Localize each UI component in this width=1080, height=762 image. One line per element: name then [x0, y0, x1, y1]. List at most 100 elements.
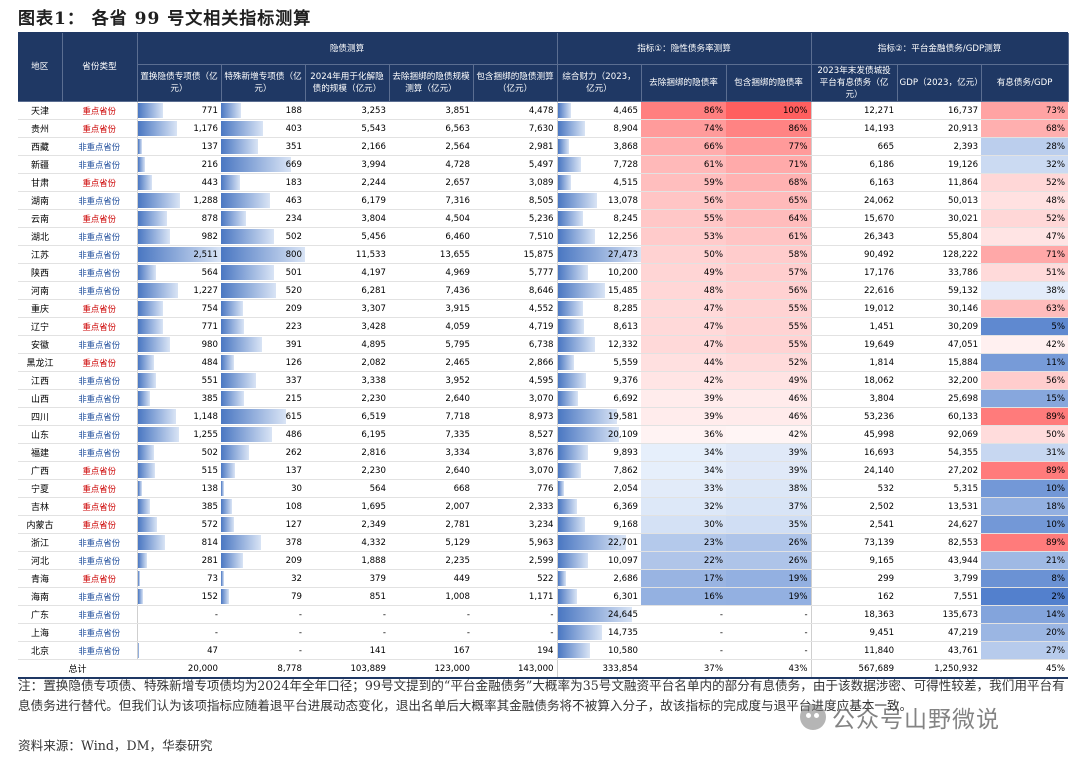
cell-text: 6,301: [613, 591, 639, 602]
cell-text: 38%: [1045, 285, 1066, 296]
value-cell: 15,485: [557, 281, 642, 300]
cell-text: 385: [201, 501, 218, 512]
value-cell: 8,613: [557, 317, 642, 336]
data-bar: [137, 463, 155, 478]
value-cell: 47: [137, 641, 221, 660]
value-cell: 32%: [641, 497, 727, 516]
value-cell: 216: [137, 155, 221, 174]
cell-text: 福建: [30, 449, 49, 459]
cell-text: 502: [201, 447, 218, 458]
value-cell: 2,007: [389, 497, 473, 516]
value-cell: 4,719: [473, 317, 558, 336]
value-cell: -: [389, 605, 473, 624]
region-cell: 新疆: [18, 155, 62, 174]
province-type-cell: 非重点省份: [62, 389, 138, 408]
cell-text: 4,197: [361, 267, 386, 278]
cell-text: 非重点省份: [78, 447, 121, 458]
cell-text: 非重点省份: [78, 411, 121, 422]
cell-text: 47,219: [947, 627, 979, 638]
cell-text: 90,492: [863, 249, 895, 260]
region-cell: 安徽: [18, 335, 62, 354]
value-cell: 30%: [641, 515, 727, 534]
cell-text: 337: [285, 375, 302, 386]
cell-text: 5,236: [528, 213, 554, 224]
cell-text: 183: [285, 177, 302, 188]
cell-text: 5%: [1051, 321, 1066, 332]
value-cell: 11%: [981, 353, 1069, 372]
table-row: 新疆 非重点省份 216 669 3,994 4,728 5,497 7,728 61% 71% 6…: [18, 155, 1069, 174]
cell-text: 2,781: [445, 519, 470, 530]
value-cell: 167: [389, 641, 473, 660]
value-cell: 35%: [726, 515, 812, 534]
cell-text: 甘肃: [30, 179, 49, 189]
value-cell: 77%: [726, 137, 812, 156]
data-bar: [221, 139, 258, 154]
data-bar: [557, 157, 581, 172]
province-type-cell: 非重点省份: [62, 425, 138, 444]
value-cell: 5,559: [557, 353, 642, 372]
data-bar: [557, 103, 572, 118]
value-cell: 2,686: [557, 569, 642, 588]
data-bar: [221, 355, 235, 370]
value-cell: 6,301: [557, 587, 642, 606]
region-cell: 湖南: [18, 191, 62, 210]
table-row: 甘肃 重点省份 443 183 2,244 2,657 3,089 4,515 59% 68% 6,…: [18, 173, 1069, 192]
province-type-cell: 非重点省份: [62, 227, 138, 246]
cell-text: 234: [285, 213, 302, 224]
value-cell: 22%: [641, 551, 727, 570]
cell-text: 46%: [788, 393, 808, 404]
value-cell: 19,581: [557, 407, 642, 426]
data-bar: [137, 139, 143, 154]
cell-text: 陕西: [30, 269, 49, 279]
cell-text: 501: [285, 267, 302, 278]
value-cell: 20,913: [897, 119, 982, 138]
data-bar: [557, 589, 577, 604]
cell-text: 53,236: [863, 411, 895, 422]
cell-text: 6,692: [613, 393, 639, 404]
cell-text: 3,952: [445, 375, 470, 386]
table-row: 四川 非重点省份 1,148 615 6,519 7,718 8,973 19,581 39% 4…: [18, 407, 1069, 426]
cell-text: 17,176: [863, 267, 895, 278]
value-cell: 4,969: [389, 263, 473, 282]
cell-text: 2,465: [445, 357, 470, 368]
cell-text: 新疆: [30, 161, 49, 171]
region-cell: 江苏: [18, 245, 62, 264]
value-cell: 8,285: [557, 299, 642, 318]
cell-text: 19,649: [863, 339, 895, 350]
value-cell: 2,564: [389, 137, 473, 156]
cell-text: 45%: [1045, 663, 1066, 674]
value-cell: 9,168: [557, 515, 642, 534]
cell-text: 辽宁: [30, 323, 49, 333]
value-cell: 665: [811, 137, 898, 156]
data-bar: [137, 337, 171, 352]
cell-text: 333,854: [602, 663, 639, 674]
table-row: 云南 重点省份 878 234 3,804 4,504 5,236 8,245 55% 64% 15…: [18, 209, 1069, 228]
cell-text: 云南: [30, 215, 49, 225]
cell-text: 123,000: [434, 663, 470, 674]
column-header: 去除捆绑的隐债率: [641, 64, 727, 102]
cell-text: 851: [369, 591, 386, 602]
cell-text: 7,551: [953, 591, 979, 602]
value-cell: 567,689: [811, 659, 898, 679]
value-cell: 25,698: [897, 389, 982, 408]
value-cell: 33%: [641, 479, 727, 498]
region-cell: 广东: [18, 605, 62, 624]
value-cell: 30,209: [897, 317, 982, 336]
cell-text: 8,904: [613, 123, 639, 134]
cell-text: 55%: [703, 213, 724, 224]
value-cell: 26,343: [811, 227, 898, 246]
cell-text: 7,335: [445, 429, 470, 440]
data-bar: [137, 427, 180, 442]
cell-text: 28%: [1045, 141, 1066, 152]
value-cell: 564: [137, 263, 221, 282]
cell-text: 162: [877, 591, 895, 602]
cell-text: 17%: [703, 573, 724, 584]
region-cell: 上海: [18, 623, 62, 642]
value-cell: 980: [137, 335, 221, 354]
value-cell: 1,888: [305, 551, 389, 570]
value-cell: 56%: [981, 371, 1069, 390]
cell-text: 47%: [703, 303, 724, 314]
cell-text: 安徽: [30, 341, 49, 351]
data-bar: [137, 121, 177, 136]
cell-text: 46%: [788, 411, 808, 422]
